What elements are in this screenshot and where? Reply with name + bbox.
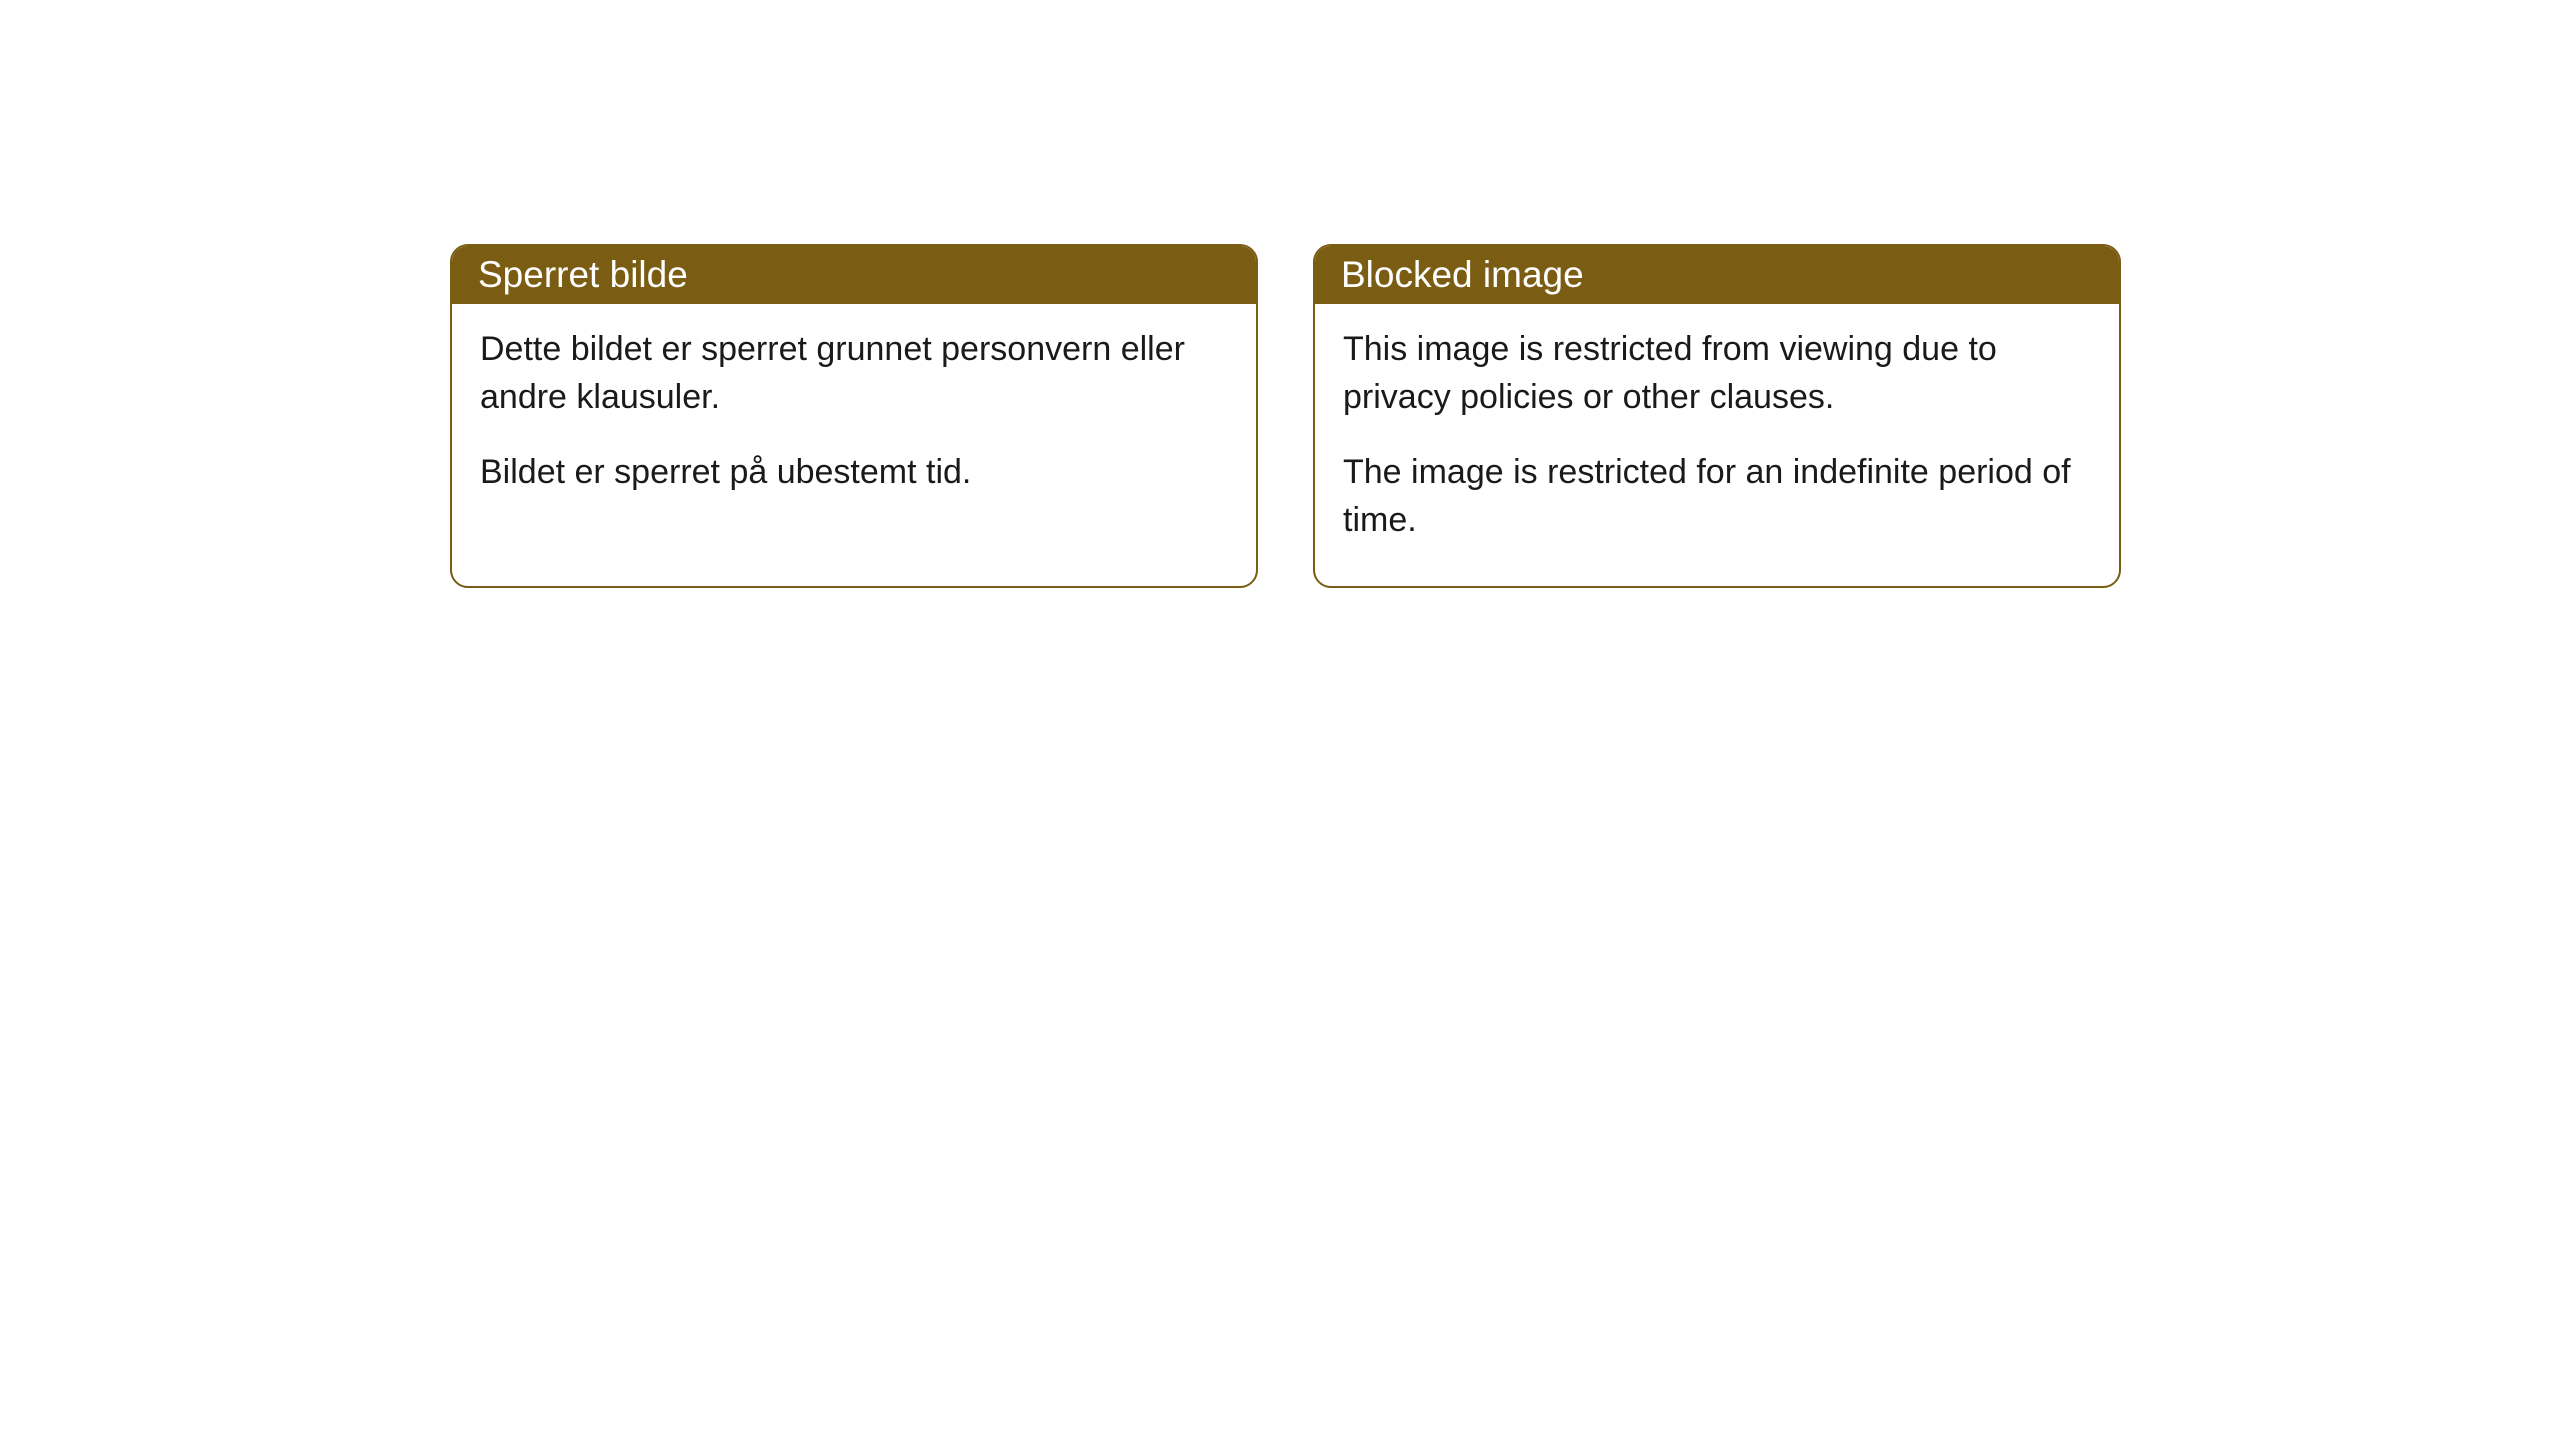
blocked-image-card-no: Sperret bilde Dette bildet er sperret gr… [450,244,1258,588]
card-body-no-p2: Bildet er sperret på ubestemt tid. [480,449,1228,497]
card-body-en-p1: This image is restricted from viewing du… [1343,326,2091,421]
card-body-no-p1: Dette bildet er sperret grunnet personve… [480,326,1228,421]
card-header-en: Blocked image [1315,246,2119,304]
card-body-en-p2: The image is restricted for an indefinit… [1343,449,2091,544]
card-body-no: Dette bildet er sperret grunnet personve… [452,304,1256,539]
blocked-image-card-en: Blocked image This image is restricted f… [1313,244,2121,588]
cards-container: Sperret bilde Dette bildet er sperret gr… [0,0,2560,588]
card-header-no: Sperret bilde [452,246,1256,304]
card-body-en: This image is restricted from viewing du… [1315,304,2119,586]
